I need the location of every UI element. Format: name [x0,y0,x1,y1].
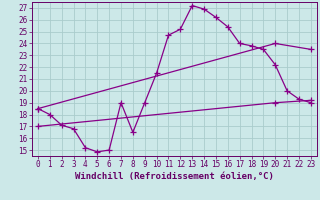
X-axis label: Windchill (Refroidissement éolien,°C): Windchill (Refroidissement éolien,°C) [75,172,274,181]
